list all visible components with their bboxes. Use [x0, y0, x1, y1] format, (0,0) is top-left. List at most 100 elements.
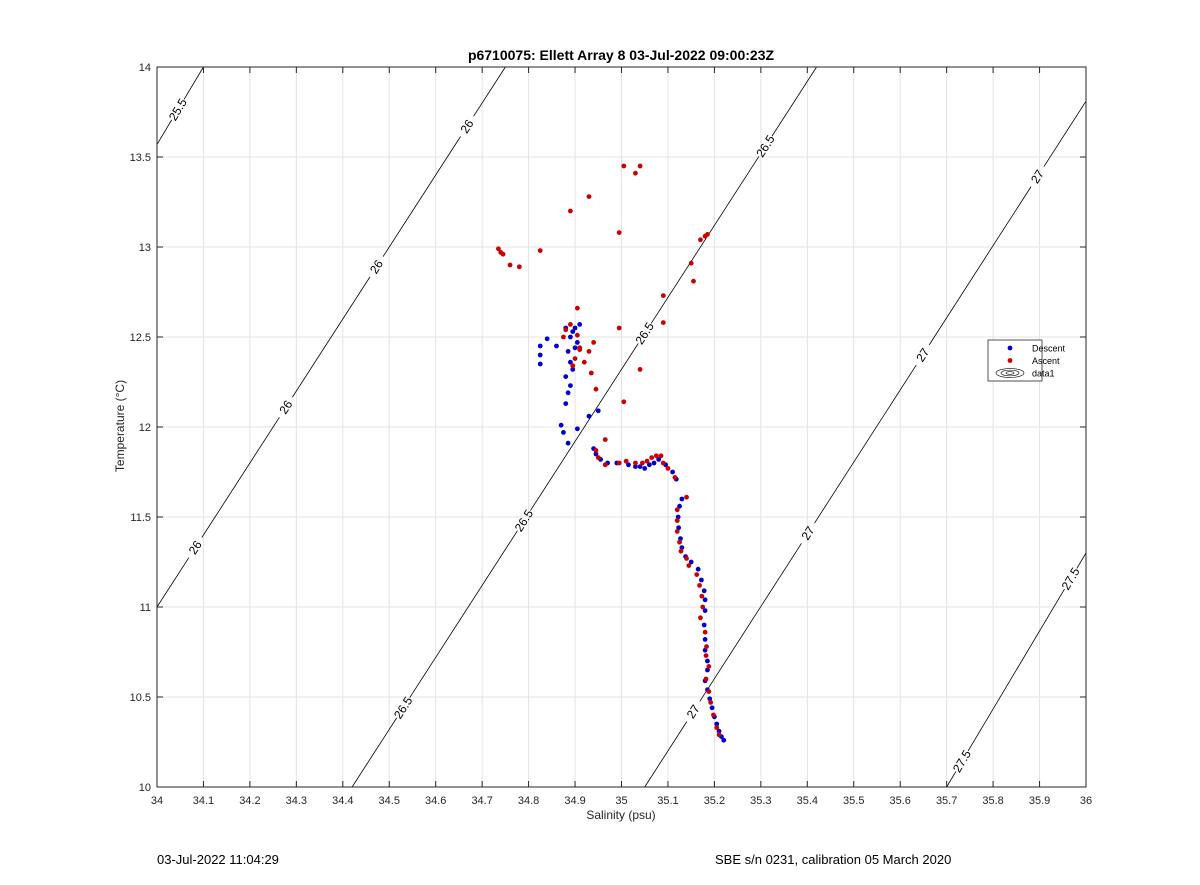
y-tick-label: 13.5	[130, 152, 151, 164]
x-tick-label: 35	[615, 795, 627, 807]
ascent-point	[678, 548, 684, 554]
ascent-point	[574, 332, 580, 338]
ascent-point	[660, 320, 666, 325]
isopycnal-label: 27	[684, 702, 703, 721]
descent-point	[572, 325, 578, 331]
ascent-point	[699, 593, 705, 599]
isopycnal-line	[473, 66, 506, 117]
ascent-point	[698, 615, 703, 621]
x-axis: 34 34.1 34.2 34.3 34.4 34.5 34.6 34.7 34.8 34.9 35…	[151, 67, 1092, 807]
descent-point	[701, 622, 707, 628]
descent-point	[563, 401, 569, 406]
descent-point	[721, 737, 727, 743]
ascent-point	[568, 208, 573, 214]
descent-point	[568, 334, 573, 340]
descent-point	[705, 667, 710, 673]
ascent-point	[665, 466, 671, 471]
ascent-point	[649, 455, 655, 460]
x-tick-label: 34.9	[564, 795, 585, 807]
ascent-point	[633, 460, 638, 466]
ascent-point	[706, 689, 712, 694]
y-tick-label: 10	[139, 782, 151, 794]
ascent-point	[616, 460, 622, 466]
descent-point	[651, 460, 657, 466]
descent-point	[544, 336, 550, 342]
descent-point	[568, 383, 573, 388]
ascent-point	[595, 455, 601, 460]
isopycnal-label: 25.5	[166, 96, 190, 124]
ascent-point	[691, 278, 696, 284]
descent-point	[702, 637, 708, 642]
y-tick-label: 13	[139, 242, 151, 254]
descent-point	[570, 367, 576, 372]
descent-point	[637, 464, 643, 469]
descent-point	[574, 340, 580, 345]
descent-point	[695, 566, 701, 572]
ascent-point	[658, 453, 664, 459]
ascent-point	[684, 556, 689, 561]
y-axis: 10 10.5 11 11.5 12 12.5 13 13.5 14	[130, 62, 1086, 794]
isopycnal-label: 26	[367, 257, 386, 276]
x-tick-label: 35.7	[936, 795, 957, 807]
legend-marker	[1007, 358, 1013, 363]
descent-point	[642, 466, 648, 471]
isopycnal-line	[814, 364, 917, 524]
ascent-point	[704, 644, 709, 649]
descent-point	[595, 408, 601, 414]
isopycnal-line	[530, 343, 639, 511]
descent-point	[586, 413, 592, 419]
ascent-point	[623, 458, 629, 464]
isopycnal-line	[156, 557, 190, 608]
descent-point	[670, 469, 675, 475]
ascent-point	[706, 664, 712, 669]
ascent-point	[616, 230, 622, 236]
ascent-point	[537, 248, 543, 254]
ascent-point	[705, 232, 710, 237]
x-tick-label: 35.1	[657, 795, 678, 807]
legend-contour-marker	[1000, 369, 1020, 377]
x-tick-label: 34.5	[379, 795, 400, 807]
ascent-point	[674, 518, 680, 523]
ascent-point	[703, 653, 709, 658]
ascent-point	[593, 448, 599, 453]
isopycnal-line	[946, 771, 957, 788]
isopycnal-line	[699, 543, 802, 702]
ascent-point	[708, 700, 714, 705]
footer-calibration: SBE s/n 0231, calibration 05 March 2020	[715, 852, 952, 867]
isopycnal-label: 26.5	[512, 507, 537, 534]
isopycnal-line	[351, 717, 398, 788]
descent-point	[701, 588, 707, 594]
descent-point	[646, 462, 652, 468]
x-tick-label: 34.6	[425, 795, 446, 807]
descent-point	[702, 608, 708, 613]
descent-point	[656, 457, 662, 462]
ascent-point	[572, 356, 578, 361]
ascent-point	[716, 732, 722, 738]
descent-point	[537, 343, 543, 349]
ascent-point	[561, 334, 566, 340]
ascent-point	[588, 370, 594, 376]
x-tick-label: 35.2	[704, 795, 725, 807]
legend-box	[987, 339, 1043, 382]
isopycnal-line	[650, 156, 760, 324]
ascent-point	[677, 539, 682, 545]
isopycnal-line	[928, 186, 1032, 346]
x-tick-label: 34.1	[193, 795, 214, 807]
ascent-point	[621, 163, 627, 169]
y-tick-label: 11.5	[130, 512, 151, 524]
isopycnal-line	[644, 721, 688, 788]
ascent-point	[586, 194, 592, 200]
descent-point	[572, 345, 578, 351]
descent-point	[679, 496, 685, 502]
isopycnal-label: 27	[1028, 167, 1047, 186]
isopycnal-line	[1043, 100, 1087, 167]
ascent-point	[586, 349, 592, 354]
isopycnal-label: 26	[276, 398, 295, 417]
x-tick-label: 35.3	[750, 795, 771, 807]
ascent-point	[637, 367, 643, 372]
ascent-point	[653, 453, 659, 459]
x-tick-label: 35.8	[982, 795, 1003, 807]
ascent-point	[568, 322, 573, 327]
descent-point	[563, 374, 569, 379]
ascent-point	[500, 251, 506, 257]
